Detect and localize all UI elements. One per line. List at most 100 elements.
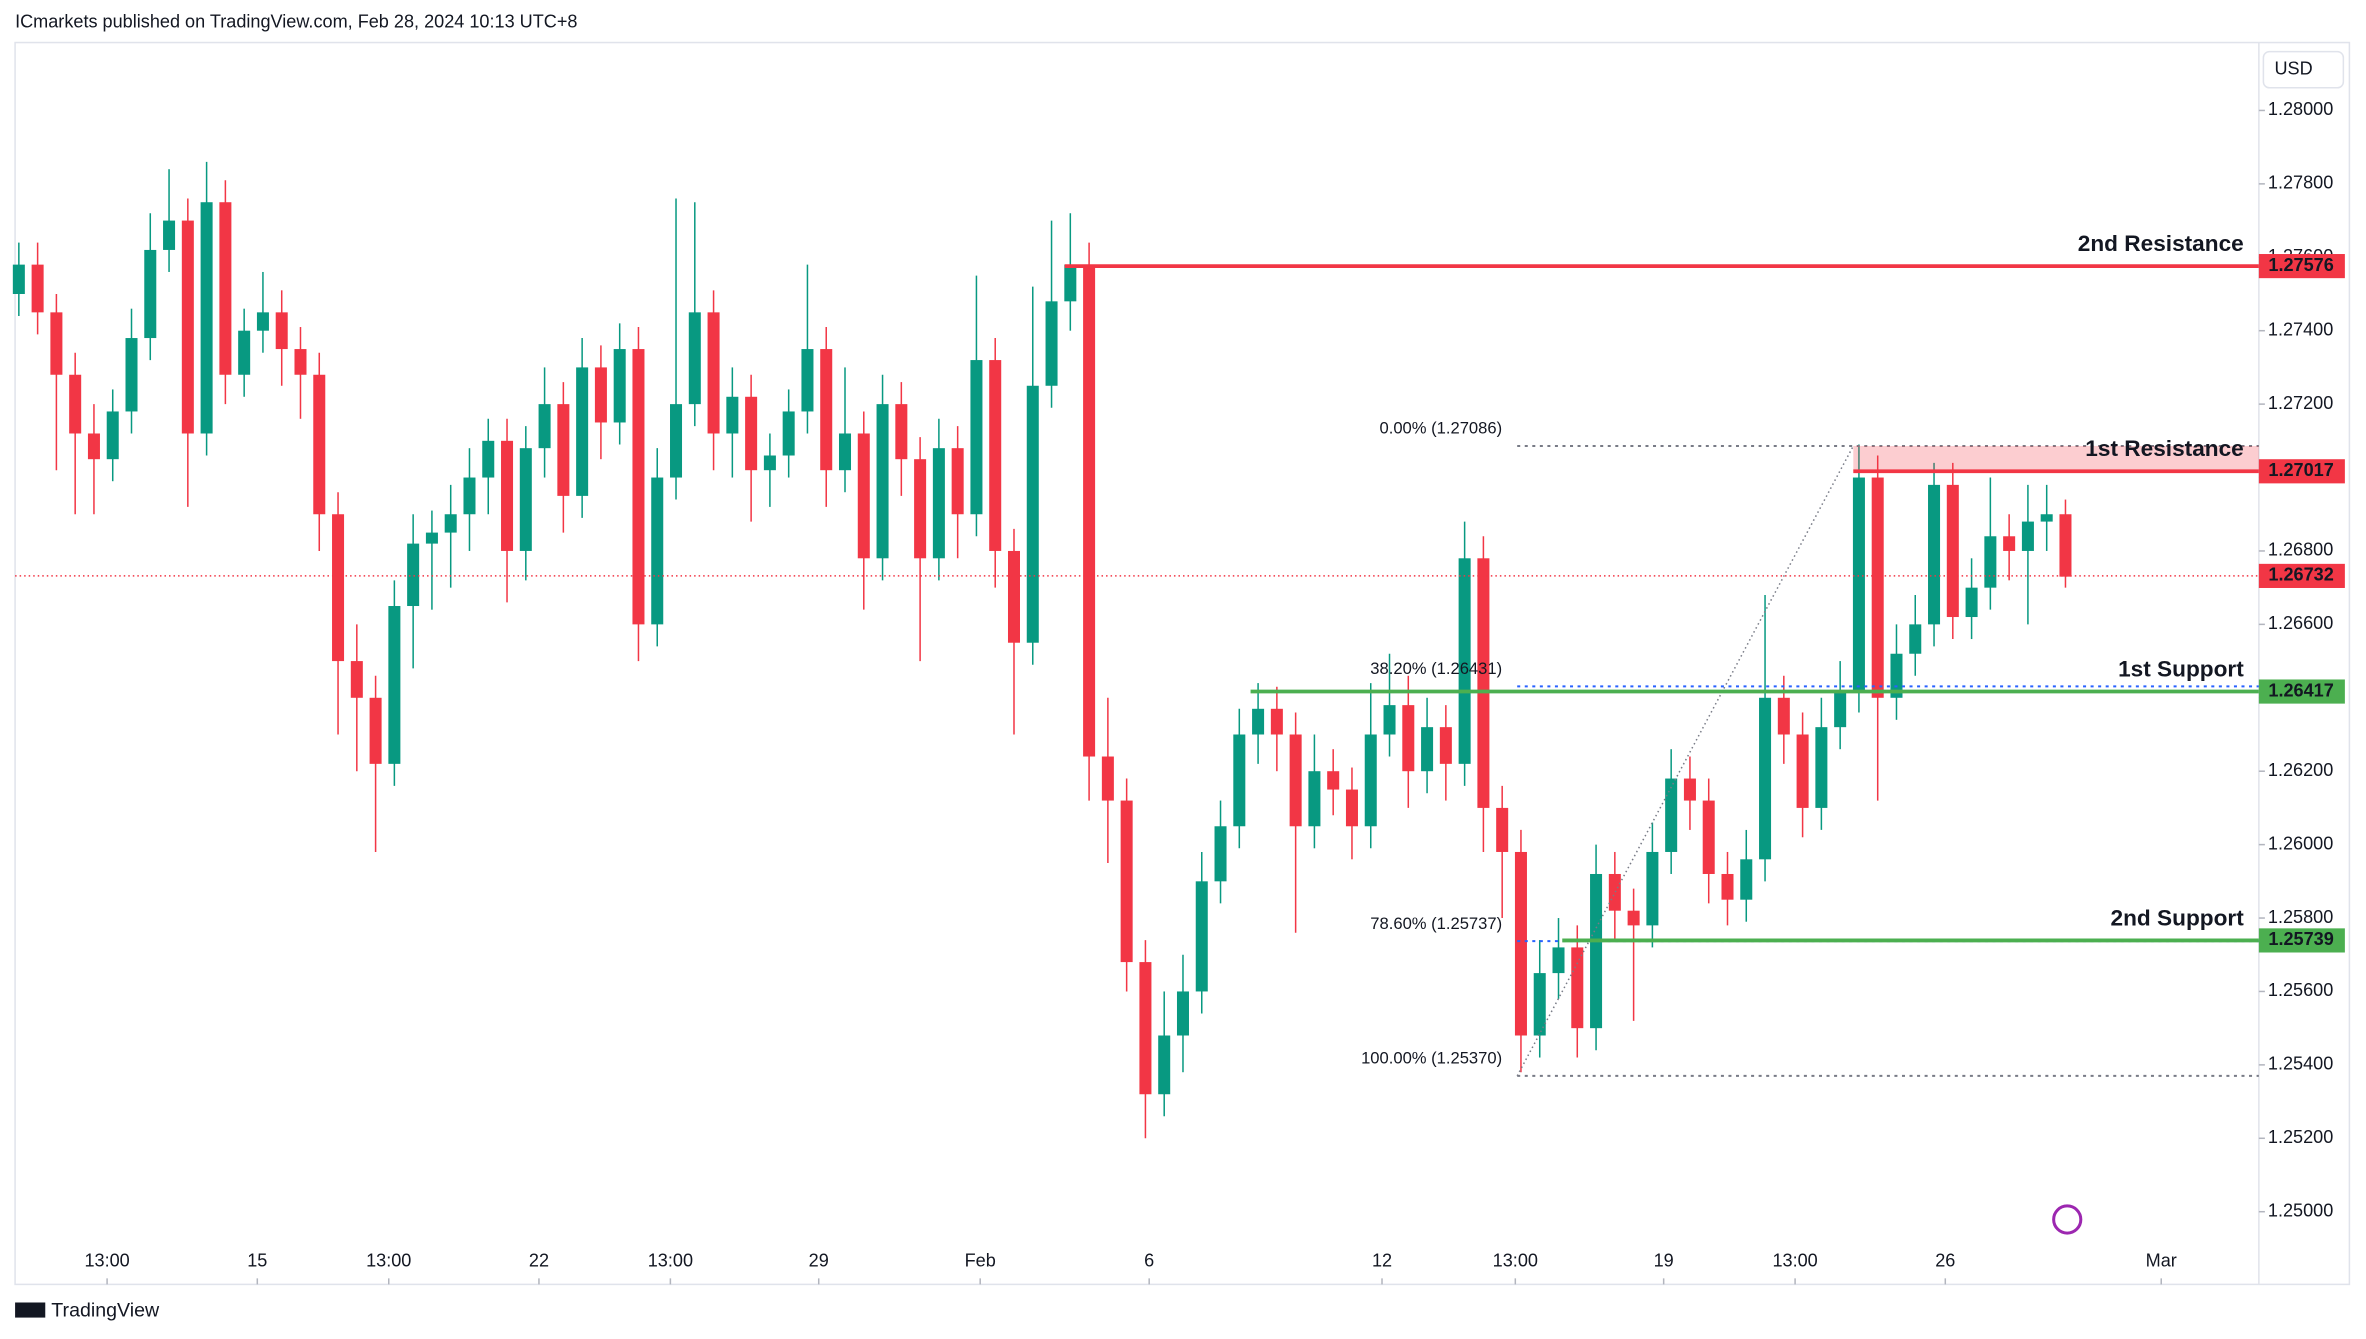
chart-frame <box>14 41 2351 1286</box>
candle-body <box>106 411 119 460</box>
candle-body <box>163 220 176 250</box>
candle-body <box>726 396 739 434</box>
candle-body <box>482 440 495 478</box>
x-tick-label: 6 <box>1144 1251 1154 1271</box>
candle-body <box>782 411 795 456</box>
lightning-icon <box>2052 1204 2083 1235</box>
x-tick-label: 13:00 <box>84 1251 129 1271</box>
candle-body <box>951 448 964 515</box>
candle-body <box>876 404 889 559</box>
candle-body <box>31 264 44 313</box>
y-tick-label: 1.25600 <box>2268 980 2333 1000</box>
candle-body <box>219 202 232 375</box>
candle-body <box>256 312 269 331</box>
candle-body <box>1627 910 1640 926</box>
candle-body <box>1458 558 1471 764</box>
x-tick-label: 29 <box>809 1251 829 1271</box>
candle-body <box>1928 484 1941 625</box>
candle-body <box>1101 756 1114 801</box>
candle-body <box>688 312 701 405</box>
level-price-tag <box>2258 679 2345 704</box>
current-price-label: 1.26732 <box>2268 565 2333 585</box>
candle-body <box>369 697 382 764</box>
y-tick-label: 1.25800 <box>2268 907 2333 927</box>
candle-body <box>1777 697 1790 735</box>
candle-body <box>238 330 251 375</box>
candle-body <box>294 349 307 375</box>
candle-body <box>1552 947 1565 974</box>
candle-body <box>388 606 401 764</box>
candle-body <box>632 349 645 625</box>
candle-body <box>200 202 213 434</box>
candle-body <box>745 396 758 471</box>
candle-body <box>1158 1035 1171 1095</box>
x-tick-label: 12 <box>1372 1251 1392 1271</box>
candle-body <box>1214 826 1227 882</box>
candle-body <box>181 220 194 434</box>
level-name: 2nd Resistance <box>2078 231 2244 256</box>
candle-body <box>501 440 514 551</box>
candle-body <box>1383 705 1396 735</box>
candle-body <box>332 514 345 662</box>
candle-body <box>651 477 664 625</box>
fib-label: 38.20% (1.26431) <box>1370 659 1502 678</box>
candle-body <box>444 514 457 533</box>
y-tick-label: 1.26600 <box>2268 613 2333 633</box>
level-name: 1st Resistance <box>2085 436 2243 461</box>
level-price-tag <box>2258 254 2345 279</box>
current-price-tag <box>2258 563 2345 588</box>
y-tick-label: 1.27400 <box>2268 319 2333 339</box>
candle-body <box>425 532 438 544</box>
candle-body <box>1702 800 1715 874</box>
level-price-label: 1.27017 <box>2268 460 2333 480</box>
candle-body <box>1176 991 1189 1036</box>
candle-body <box>463 477 476 515</box>
y-tick-label: 1.27800 <box>2268 173 2333 193</box>
level-name: 1st Support <box>2118 656 2244 681</box>
candle-body <box>613 349 626 423</box>
y-tick-label: 1.25200 <box>2268 1127 2333 1147</box>
candle-body <box>1852 477 1865 691</box>
x-tick-label: Feb <box>965 1251 996 1271</box>
candle-body <box>407 543 420 607</box>
candle-body <box>1571 947 1584 1029</box>
x-tick-label: 22 <box>529 1251 549 1271</box>
candle-body <box>1289 734 1302 827</box>
y-tick-label: 1.25000 <box>2268 1200 2333 1220</box>
candle-body <box>1026 385 1039 643</box>
y-tick-label: 1.26200 <box>2268 760 2333 780</box>
candle-body <box>1683 778 1696 801</box>
x-tick-label: 13:00 <box>1493 1251 1538 1271</box>
publisher-header: ICmarkets published on TradingView.com, … <box>15 12 577 32</box>
candle-body <box>1514 851 1527 1036</box>
level-price-tag <box>2258 928 2345 953</box>
candle-body <box>2059 514 2072 577</box>
candle-body <box>1083 264 1096 757</box>
candle-body <box>763 455 776 471</box>
candle-body <box>144 249 157 339</box>
fib-trend-line <box>1516 445 1854 1077</box>
level-price-tag <box>2258 459 2345 484</box>
candle-body <box>125 338 138 412</box>
candle-body <box>1721 873 1734 900</box>
candle-body <box>838 433 852 471</box>
candle-body <box>1477 558 1490 808</box>
candle-body <box>1252 708 1265 735</box>
candle-body <box>350 661 363 698</box>
x-tick-label: 26 <box>1935 1251 1955 1271</box>
y-tick-label: 1.26800 <box>2268 540 2333 560</box>
candle-body <box>1364 734 1377 827</box>
candle-body <box>1120 800 1133 963</box>
candle-body <box>1064 264 1077 302</box>
candle-body <box>538 404 551 449</box>
candle-body <box>1646 851 1659 926</box>
candle-body <box>820 349 833 471</box>
currency-box <box>2262 50 2345 89</box>
candle-body <box>1834 690 1847 728</box>
candle-body <box>1740 859 1753 900</box>
x-tick-label: Mar <box>2146 1251 2177 1271</box>
y-tick-label: 1.25400 <box>2268 1054 2333 1074</box>
x-tick-label: 15 <box>247 1251 267 1271</box>
